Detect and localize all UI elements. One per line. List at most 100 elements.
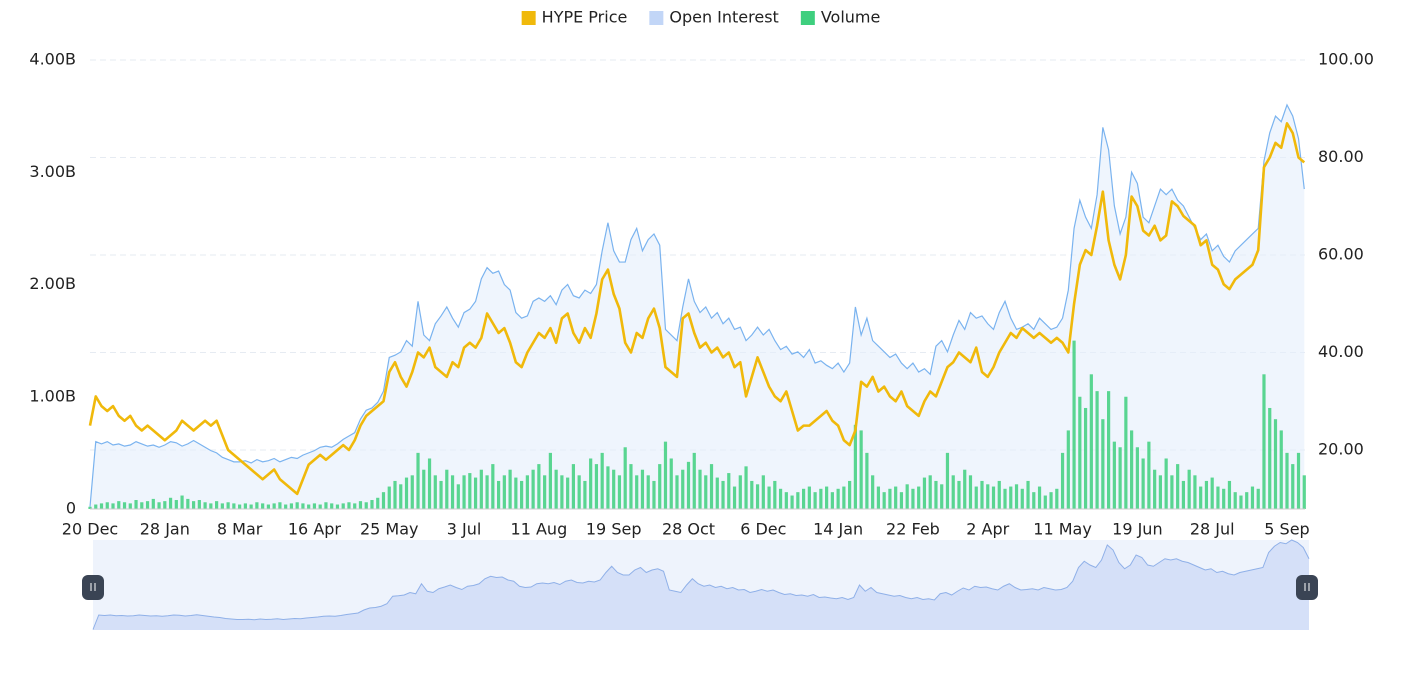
bar — [796, 492, 800, 509]
bar — [312, 503, 317, 509]
bar — [606, 466, 610, 509]
bar — [911, 488, 915, 509]
navigator-handle[interactable] — [82, 575, 104, 600]
bar — [968, 475, 973, 509]
bar — [1227, 480, 1232, 509]
bar — [905, 484, 909, 509]
bar — [1095, 391, 1099, 509]
bar — [1060, 452, 1065, 509]
legend-label[interactable]: HYPE Price — [542, 8, 628, 27]
area-line — [89, 103, 1305, 507]
bar — [1199, 486, 1203, 509]
bar — [1153, 469, 1157, 509]
bar — [1141, 458, 1145, 509]
bar — [485, 475, 489, 509]
bar — [508, 469, 512, 509]
bar — [1147, 441, 1151, 509]
bar — [266, 504, 270, 509]
bar — [577, 475, 581, 509]
x-tick-label: 28 Jan — [140, 520, 190, 539]
bar — [1262, 374, 1266, 509]
bar — [1112, 441, 1116, 509]
bar — [525, 475, 529, 509]
bar — [94, 504, 98, 509]
bar — [128, 503, 132, 509]
y-tick-label: 3.00B — [29, 162, 76, 181]
bar — [1302, 475, 1306, 509]
bar — [197, 500, 201, 509]
bar — [318, 504, 322, 509]
bar — [531, 469, 535, 509]
bar — [1032, 492, 1036, 509]
x-tick-label: 2 Apr — [966, 520, 1009, 539]
y-tick-label: 1.00B — [29, 386, 76, 405]
x-tick-label: 19 Sep — [586, 520, 642, 539]
bar — [698, 469, 702, 509]
bar — [543, 475, 547, 509]
bar — [117, 501, 121, 509]
y2-tick-label: 80.00 — [1318, 147, 1364, 166]
bar — [1245, 492, 1249, 509]
x-tick-label: 5 Sep — [1264, 520, 1309, 539]
x-tick-label: 20 Dec — [62, 520, 118, 539]
bar — [1204, 480, 1209, 509]
bar — [1164, 458, 1168, 509]
bar — [353, 503, 357, 509]
bar — [692, 452, 696, 509]
legend-label[interactable]: Open Interest — [669, 8, 778, 27]
bar — [456, 484, 460, 509]
bar — [1066, 430, 1070, 509]
bar — [284, 504, 288, 509]
bar — [807, 486, 811, 509]
bar — [307, 504, 311, 509]
bar — [836, 488, 840, 509]
bar — [1239, 495, 1243, 509]
bar — [813, 492, 817, 509]
bar — [1026, 480, 1030, 509]
bar — [1216, 486, 1220, 509]
bar — [1078, 396, 1082, 509]
bar — [1055, 488, 1059, 509]
bar — [180, 495, 184, 509]
bar — [560, 475, 564, 509]
bar — [427, 458, 432, 509]
bar — [617, 475, 622, 509]
bar — [324, 502, 328, 509]
x-tick-label: 28 Oct — [662, 520, 715, 539]
bar — [1043, 495, 1047, 509]
bar — [1273, 419, 1278, 509]
bar — [859, 430, 863, 509]
bar — [853, 424, 857, 509]
bar — [663, 441, 668, 509]
bar — [520, 480, 524, 509]
bar — [727, 473, 731, 509]
bar — [1181, 480, 1186, 509]
bar — [1170, 475, 1174, 509]
bar — [980, 480, 984, 509]
bar — [1135, 447, 1139, 509]
bar — [991, 486, 996, 509]
bar — [209, 503, 213, 509]
legend-label[interactable]: Volume — [821, 8, 881, 27]
bar — [709, 464, 714, 509]
bar — [238, 504, 242, 509]
bar — [1124, 396, 1128, 509]
bar — [888, 488, 892, 509]
y2-tick-label: 100.00 — [1318, 50, 1374, 69]
bar — [957, 480, 961, 509]
y2-tick-label: 60.00 — [1318, 245, 1364, 264]
bar — [1089, 374, 1093, 509]
x-tick-label: 28 Jul — [1190, 520, 1235, 539]
legend-swatch — [800, 11, 815, 25]
bar — [399, 484, 403, 509]
bar — [404, 477, 409, 509]
bar — [623, 447, 627, 509]
bar — [778, 488, 783, 509]
bar — [376, 497, 380, 509]
bar — [928, 475, 932, 509]
bar — [491, 464, 495, 509]
navigator-handle[interactable] — [1296, 575, 1318, 600]
bar — [393, 480, 397, 509]
y-tick-label: 2.00B — [29, 274, 76, 293]
bar — [450, 475, 455, 509]
